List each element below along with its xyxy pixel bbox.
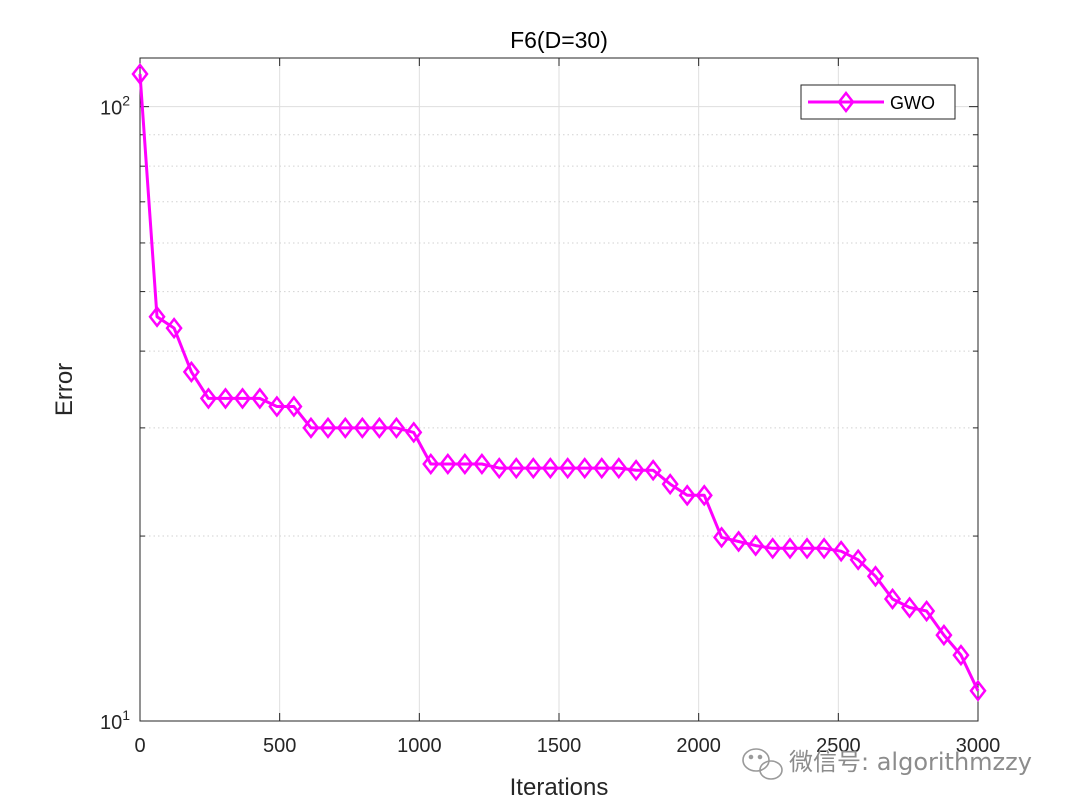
data-point-marker — [798, 537, 816, 560]
data-point-marker — [576, 457, 594, 480]
data-point-marker — [764, 537, 782, 560]
data-point-marker — [541, 457, 559, 480]
data-point-marker — [507, 457, 525, 480]
series-line-gwo — [138, 73, 980, 692]
data-point-marker — [559, 457, 577, 480]
data-point-marker — [182, 360, 200, 383]
data-point-marker — [387, 416, 406, 439]
data-point-marker — [524, 457, 542, 480]
watermark-text: 微信号: algorithmzzy — [789, 748, 1032, 776]
data-point-marker — [712, 526, 731, 549]
x-axis-title: Iterations — [510, 774, 609, 801]
x-tick-label: 1000 — [397, 735, 442, 757]
data-point-marker — [815, 537, 833, 560]
x-tick-label: 3000 — [956, 735, 1001, 757]
data-point-marker — [336, 416, 354, 439]
wechat-icon — [742, 748, 783, 780]
legend-label-gwo: GWO — [890, 93, 935, 113]
data-point-marker — [233, 387, 252, 410]
data-point-marker — [883, 587, 902, 610]
data-point-marker — [370, 416, 388, 439]
data-point-marker — [199, 387, 218, 410]
data-point-marker — [832, 540, 850, 563]
data-point-marker — [952, 644, 970, 667]
data-point-marker — [422, 452, 440, 476]
x-tick-label: 1500 — [537, 735, 582, 757]
data-point-marker — [747, 534, 765, 557]
x-tick-label: 500 — [263, 735, 296, 757]
data-point-marker — [405, 421, 423, 444]
data-point-marker — [216, 387, 235, 410]
x-tick-label: 2000 — [676, 735, 721, 757]
data-point-marker — [473, 452, 491, 476]
legend: GWO — [800, 84, 956, 120]
x-tick-label: 0 — [134, 735, 145, 757]
data-point-marker — [268, 395, 286, 418]
data-point-marker — [644, 459, 662, 482]
data-point-marker — [439, 452, 457, 476]
data-point-marker — [353, 416, 371, 439]
data-point-marker — [302, 416, 320, 439]
data-point-marker — [285, 395, 303, 418]
data-point-marker — [781, 537, 799, 560]
y-tick-label: 102 — [100, 93, 130, 120]
chart-title: F6(D=30) — [510, 27, 608, 53]
plot-frame — [139, 57, 979, 722]
data-point-marker — [900, 596, 919, 619]
y-axis-title: Error — [51, 363, 78, 416]
data-point-marker — [251, 387, 269, 410]
data-point-marker — [849, 548, 867, 571]
legend-marker-diamond — [837, 90, 855, 114]
y-tick-label-base: 10 — [100, 98, 122, 120]
y-tick-label: 101 — [100, 707, 130, 734]
data-point-marker — [730, 530, 748, 553]
data-point-marker — [610, 457, 628, 480]
data-point-marker — [593, 457, 611, 480]
data-point-marker — [661, 473, 679, 496]
data-point-marker — [165, 317, 183, 340]
grid — [140, 58, 978, 722]
data-point-marker — [456, 452, 474, 476]
data-point-marker — [319, 416, 337, 439]
data-point-marker — [131, 63, 149, 86]
data-point-marker — [678, 484, 696, 507]
data-point-marker — [969, 679, 987, 702]
x-tick-label: 2500 — [816, 735, 861, 757]
data-point-marker — [627, 459, 645, 482]
y-tick-label-base: 10 — [100, 712, 122, 734]
data-point-marker — [148, 305, 166, 328]
y-tick-label-exponent: 1 — [122, 707, 130, 723]
data-point-marker — [695, 484, 713, 507]
y-tick-label-exponent: 2 — [122, 93, 130, 109]
data-point-marker — [935, 624, 953, 647]
data-point-marker — [490, 457, 508, 480]
watermark: 微信号: algorithmzzy — [742, 748, 1032, 780]
data-point-marker — [866, 565, 885, 588]
data-point-marker — [918, 600, 936, 623]
series-layer — [131, 63, 987, 702]
